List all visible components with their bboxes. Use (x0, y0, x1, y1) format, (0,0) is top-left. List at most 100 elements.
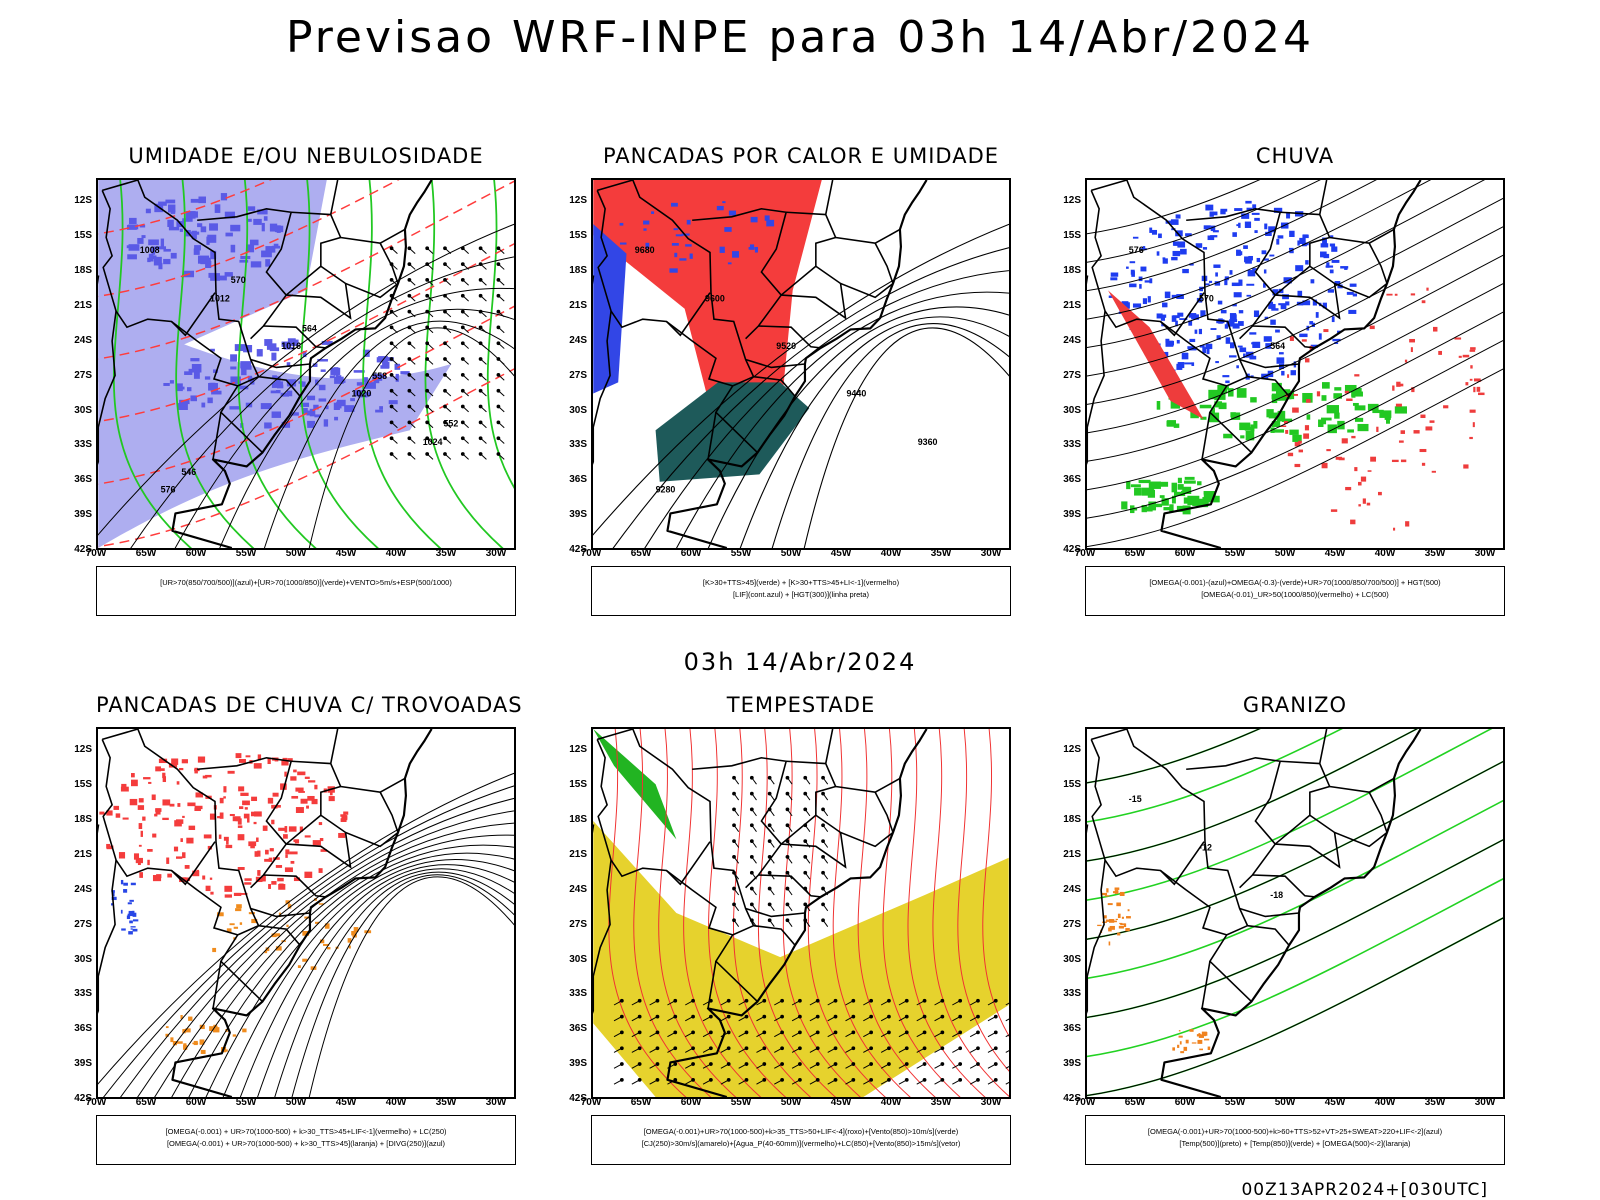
map-umidade: 1008 1012 1016 1020 1024 576 570 564 558 552 546 (96, 178, 516, 550)
lat-tick-label: 12S (1063, 195, 1081, 207)
lon-tick-label: 30W (980, 548, 1002, 559)
lon-tick-label: 30W (1474, 1097, 1496, 1108)
lat-tick-label: 30S (1063, 953, 1081, 965)
lon-tick-label: 60W (185, 548, 207, 559)
lat-tick-label: 21S (74, 299, 92, 311)
lon-tick-label: 55W (235, 1097, 257, 1108)
continent-outline (98, 729, 433, 1097)
instability-red (593, 180, 822, 438)
lon-tick-label: 70W (580, 1097, 602, 1108)
contour-labels: 9680 9600 9520 9440 9360 9280 (635, 245, 938, 494)
legend-pancadas-calor: [K>30+TTS>45](verde) + [K>30+TTS>45+LI<-… (591, 566, 1011, 616)
lon-tick-label: 40W (1374, 548, 1396, 559)
lat-tick-label: 42S (569, 544, 587, 555)
political-borders (593, 729, 901, 1014)
lat-tick-label: 27S (569, 369, 587, 381)
legend-line: [Temp(500)](preto) + [Temp(850)](verde) … (1179, 1139, 1411, 1148)
contour-labels: -15 -12 -18 (1129, 794, 1283, 900)
lon-tick-label: 40W (880, 548, 902, 559)
lon-tick-label: 55W (730, 1097, 752, 1108)
lat-tick-label: 39S (569, 509, 587, 521)
lat-tick-label: 33S (74, 439, 92, 451)
lat-tick-label: 39S (74, 509, 92, 521)
political-borders (1087, 180, 1395, 465)
lat-tick-label: 39S (1063, 1058, 1081, 1070)
political-borders (593, 180, 901, 465)
lat-tick-label: 18S (569, 265, 587, 276)
contour-labels: 1008 1012 1016 1020 1024 576 570 564 558 552 546 (140, 245, 459, 494)
svg-text:546: 546 (181, 467, 196, 477)
lat-tick-label: 42S (74, 1093, 92, 1104)
lon-tick-label: 65W (1124, 1097, 1146, 1108)
lat-tick-label: 42S (74, 544, 92, 555)
lon-tick-label: 45W (335, 548, 357, 559)
svg-text:-18: -18 (1270, 890, 1283, 900)
lat-tick-label: 24S (569, 334, 587, 346)
legend-line: [UR>70(850/700/500)](azul)+[UR>70(1000/8… (160, 578, 452, 587)
wind-vectors (389, 246, 505, 460)
lon-tick-label: 60W (680, 1097, 702, 1108)
svg-text:9440: 9440 (847, 389, 867, 399)
lat-tick-label: 36S (1063, 1023, 1081, 1035)
map-chuva: 576 570 564 (1085, 178, 1505, 550)
lat-tick-label: 24S (569, 883, 587, 895)
svg-text:9680: 9680 (635, 245, 655, 255)
lat-tick-label: 15S (569, 230, 587, 242)
lon-tick-label: 70W (1074, 1097, 1096, 1108)
panel-title-umidade: UMIDADE E/OU NEBULOSIDADE (128, 144, 484, 168)
legend-granizo: [OMEGA(-0.001)+UR>70(1000-500)+k>60+TTS>… (1085, 1115, 1505, 1165)
svg-text:9600: 9600 (705, 294, 725, 304)
lat-tick-label: 21S (1063, 299, 1081, 311)
omega-green-south (1121, 476, 1220, 515)
political-borders (98, 729, 406, 1014)
lon-tick-label: 65W (630, 548, 652, 559)
lat-tick-label: 39S (569, 1058, 587, 1070)
lat-tick-label: 33S (569, 439, 587, 451)
panel-title-granizo: GRANIZO (1242, 693, 1348, 717)
lon-tick-label: 55W (1224, 1097, 1246, 1108)
panel-title-pancadas-calor: PANCADAS POR CALOR E UMIDADE (602, 144, 1000, 168)
svg-text:9520: 9520 (776, 341, 796, 351)
omega-green (1156, 382, 1407, 442)
map-canvas: -15 -12 -18 (1087, 729, 1503, 1097)
lon-tick-label: 35W (930, 1097, 952, 1108)
lat-tick-label: 36S (569, 474, 587, 486)
legend-chuva: [OMEGA(-0.001)-(azul)+OMEGA(-0.3)-(verde… (1085, 566, 1505, 616)
lat-tick-label: 18S (1063, 265, 1081, 276)
svg-text:1024: 1024 (423, 437, 443, 447)
panel-title-tempestade: TEMPESTADE (726, 693, 876, 717)
map-granizo: -15 -12 -18 (1085, 727, 1505, 1099)
lon-tick-label: 50W (285, 548, 307, 559)
lat-tick-label: 21S (569, 848, 587, 860)
lon-tick-label: 50W (780, 548, 802, 559)
lat-tick-label: 27S (74, 369, 92, 381)
lat-tick-label: 15S (74, 230, 92, 242)
lon-tick-label: 30W (980, 1097, 1002, 1108)
continent-outline (593, 729, 928, 1097)
lat-tick-label: 27S (1063, 918, 1081, 930)
thunder-red (99, 753, 349, 898)
lat-tick-label: 21S (1063, 848, 1081, 860)
lon-tick-label: 60W (1174, 1097, 1196, 1108)
svg-text:1008: 1008 (140, 245, 160, 255)
lat-tick-label: 27S (569, 918, 587, 930)
low-level-moisture-green (113, 180, 514, 548)
lat-tick-label: 36S (74, 474, 92, 486)
lat-tick-label: 36S (569, 1023, 587, 1035)
lat-tick-label: 42S (1063, 1093, 1081, 1104)
legend-line: [LIF](cont.azul) + [HGT(300)](linha pret… (732, 590, 870, 599)
wind-vectors-center (732, 775, 829, 927)
lat-tick-label: 30S (569, 404, 587, 416)
lon-tick-label: 35W (1424, 548, 1446, 559)
map-trovoadas (96, 727, 516, 1099)
lat-tick-label: 15S (1063, 230, 1081, 242)
legend-line: [OMEGA(-0.001) + UR>70(1000-500) + k>30_… (166, 1139, 446, 1148)
lon-tick-label: 55W (730, 548, 752, 559)
hgt300-contours (593, 223, 1009, 548)
lat-tick-label: 39S (74, 1058, 92, 1070)
lat-tick-label: 30S (74, 953, 92, 965)
svg-text:570: 570 (231, 275, 246, 285)
political-borders (98, 180, 406, 465)
lat-tick-label: 39S (1063, 509, 1081, 521)
map-pancadas-calor: 9680 9600 9520 9440 9360 9280 (591, 178, 1011, 550)
